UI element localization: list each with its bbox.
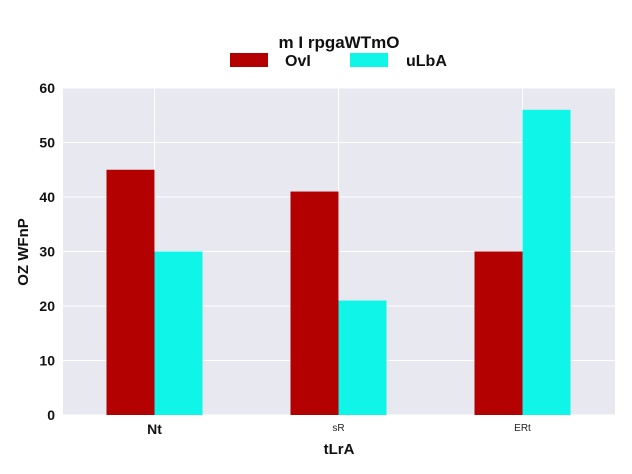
legend-swatch-ulba: [350, 53, 388, 67]
y-tick-label: 60: [39, 80, 55, 96]
legend-label-ovi: OvI: [285, 53, 311, 70]
x-axis-ticks: Nt sR ERt: [147, 421, 531, 437]
x-tick-label: Nt: [147, 421, 162, 437]
x-tick-label: sR: [332, 423, 344, 434]
y-tick-label: 50: [39, 135, 55, 151]
legend-label-ulba: uLbA: [406, 53, 447, 70]
bar-ulba-ert: [522, 109, 571, 416]
y-tick-label: 0: [47, 407, 55, 423]
chart-title: m I rpgaWTmO: [279, 33, 400, 52]
x-tick-label: ERt: [514, 423, 531, 434]
legend-swatch-ovi: [230, 53, 268, 67]
y-axis-label: OZ WFnP: [15, 218, 32, 286]
bar-ovi-ert: [474, 251, 523, 415]
y-tick-label: 10: [39, 353, 55, 369]
y-tick-label: 40: [39, 189, 55, 205]
y-tick-label: 20: [39, 298, 55, 314]
bar-ulba-sr: [338, 300, 387, 415]
x-axis-label: tLrA: [324, 441, 355, 458]
bar-ovi-nt: [106, 169, 155, 415]
bar-ovi-sr: [290, 191, 339, 415]
y-tick-label: 30: [39, 244, 55, 260]
bar-ulba-nt: [154, 251, 203, 415]
bars: [106, 109, 571, 416]
legend: OvI uLbA: [230, 53, 447, 70]
y-axis-ticks: 0 10 20 30 40 50 60: [39, 80, 55, 423]
